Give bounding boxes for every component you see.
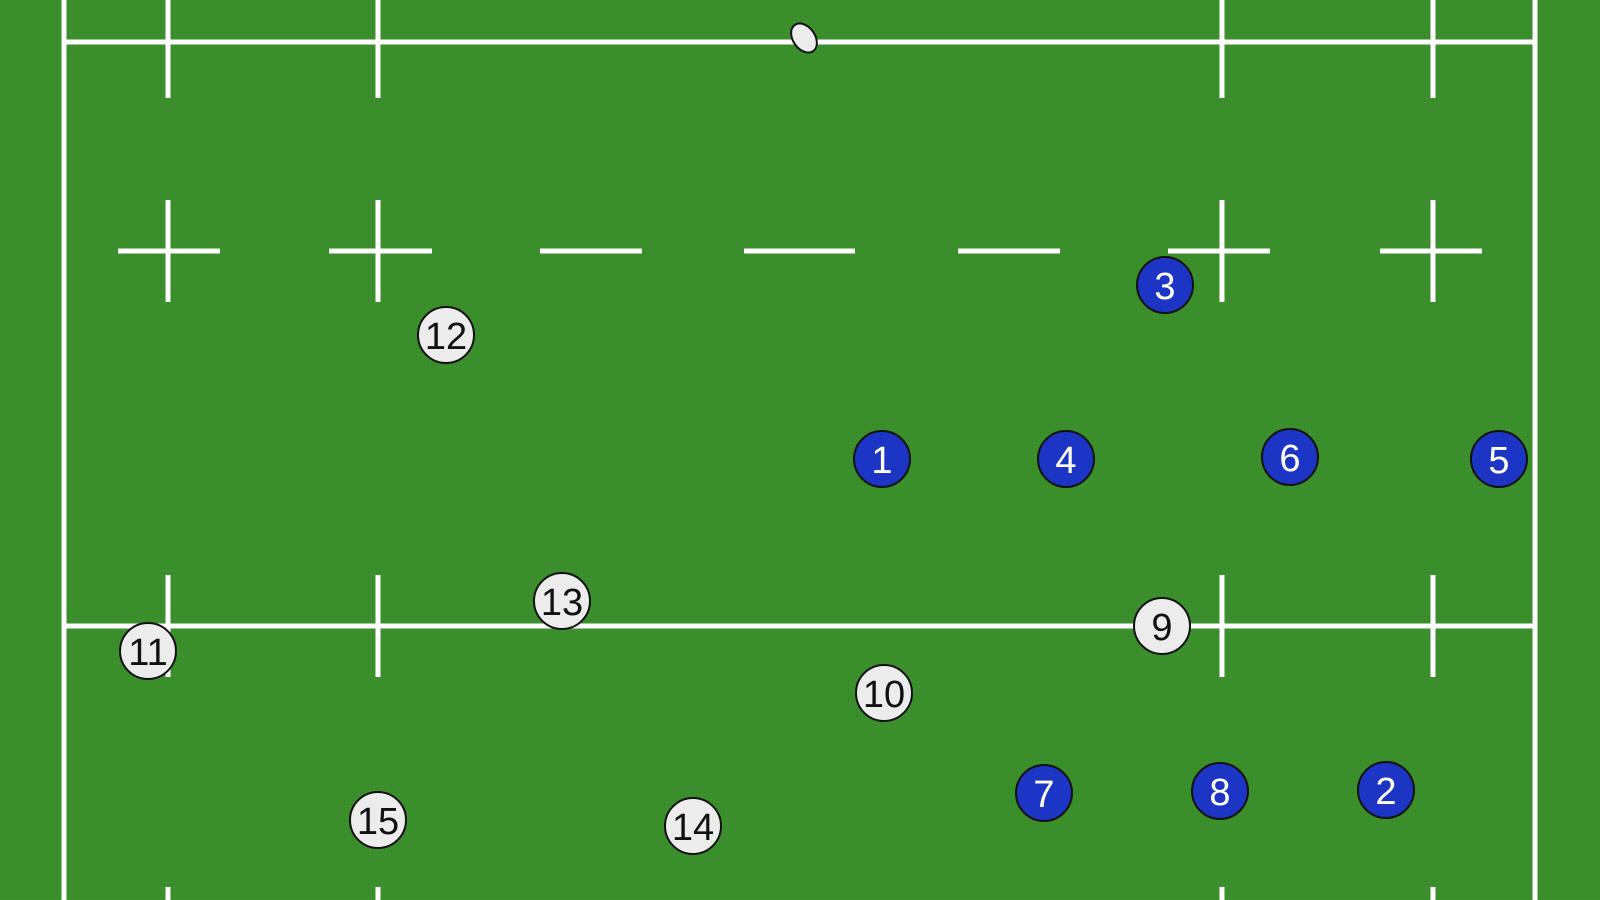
player-number: 12 bbox=[425, 316, 467, 358]
player-token[interactable]: 12 bbox=[417, 306, 475, 364]
player-token[interactable]: 11 bbox=[119, 622, 177, 680]
player-number: 1 bbox=[871, 440, 892, 482]
player-token[interactable]: 7 bbox=[1015, 764, 1073, 822]
player-number: 10 bbox=[863, 674, 905, 716]
player-number: 14 bbox=[672, 807, 714, 849]
team-b-players: 9 10 11 12 13 14 15 bbox=[119, 306, 1191, 855]
player-token[interactable]: 2 bbox=[1357, 761, 1415, 819]
player-token[interactable]: 4 bbox=[1037, 430, 1095, 488]
player-number: 3 bbox=[1154, 266, 1175, 308]
player-number: 6 bbox=[1279, 438, 1300, 480]
player-token[interactable]: 14 bbox=[664, 797, 722, 855]
rugby-ball-icon[interactable] bbox=[786, 19, 822, 58]
player-token[interactable]: 6 bbox=[1261, 428, 1319, 486]
team-a-players: 1 2 3 4 5 6 7 8 bbox=[853, 256, 1528, 822]
player-number: 13 bbox=[541, 582, 583, 624]
player-number: 9 bbox=[1151, 607, 1172, 649]
player-token[interactable]: 9 bbox=[1133, 597, 1191, 655]
player-number: 7 bbox=[1033, 774, 1054, 816]
player-number: 2 bbox=[1375, 771, 1396, 813]
player-token[interactable]: 3 bbox=[1136, 256, 1194, 314]
player-token[interactable]: 5 bbox=[1470, 430, 1528, 488]
player-number: 15 bbox=[357, 801, 399, 843]
player-number: 4 bbox=[1055, 440, 1076, 482]
player-token[interactable]: 10 bbox=[855, 664, 913, 722]
player-number: 5 bbox=[1488, 440, 1509, 482]
player-token[interactable]: 15 bbox=[349, 791, 407, 849]
player-token[interactable]: 1 bbox=[853, 430, 911, 488]
player-number: 11 bbox=[128, 632, 167, 674]
player-number: 8 bbox=[1209, 772, 1230, 814]
player-token[interactable]: 8 bbox=[1191, 762, 1249, 820]
player-token[interactable]: 13 bbox=[533, 572, 591, 630]
